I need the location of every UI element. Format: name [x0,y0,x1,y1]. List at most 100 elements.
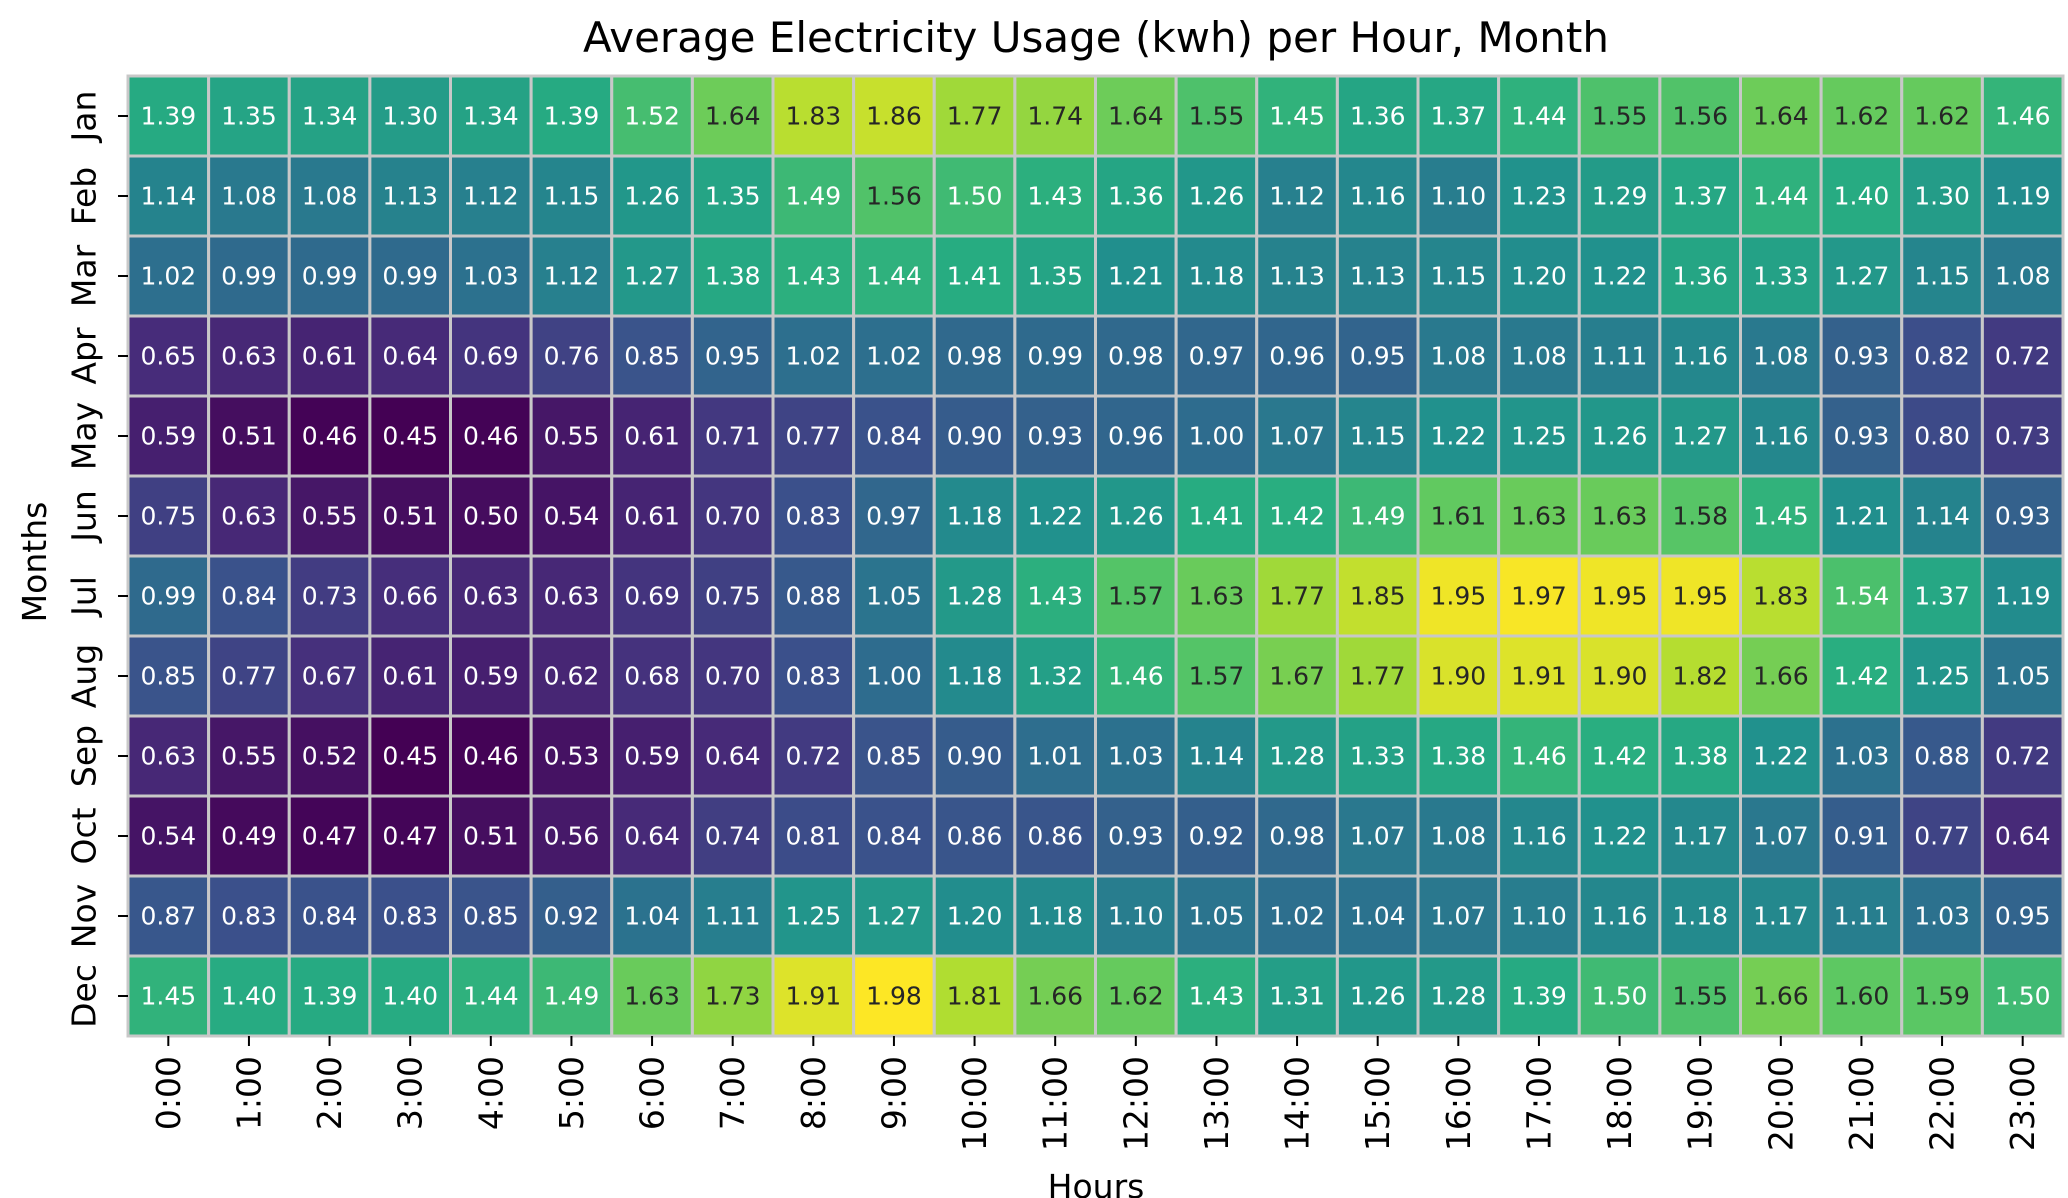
cell-value-label: 0.80 [1914,422,1970,451]
cell-value-label: 1.59 [1914,982,1970,1011]
cell-value-label: 1.56 [866,182,922,211]
cell-value-label: 1.27 [866,902,922,931]
heatmap-cell [1658,394,1742,478]
heatmap-cell [529,394,614,478]
cell-value-label: 1.03 [1834,742,1890,771]
cell-value-label: 0.98 [947,342,1003,371]
cell-value-label: 1.64 [705,102,761,131]
cell-value-label: 1.55 [1189,102,1245,131]
cell-value-label: 1.46 [1995,102,2051,131]
cell-value-label: 1.77 [1350,662,1406,691]
cell-value-label: 1.18 [947,502,1003,531]
cell-value-label: 0.49 [221,822,277,851]
heatmap-cell [207,714,291,798]
y-tick-label: Dec [65,964,104,1028]
cell-value-label: 1.74 [1027,102,1083,131]
heatmap-cell [852,74,936,158]
heatmap-cell [126,554,211,638]
cell-value-label: 0.69 [624,582,680,611]
cell-value-label: 1.13 [1350,262,1406,291]
cell-value-label: 1.11 [1834,902,1890,931]
heatmap-cell [1819,554,1904,638]
cell-value-label: 1.49 [1350,502,1406,531]
cell-value-label: 1.15 [544,182,600,211]
cell-value-label: 1.35 [1027,262,1083,291]
y-tick-label: Mar [65,244,104,307]
cell-value-label: 0.85 [463,902,519,931]
heatmap-cell [1174,954,1259,1038]
heatmap-cell [126,954,211,1038]
cell-value-label: 1.42 [1834,662,1890,691]
heatmap-cell [126,234,211,318]
cell-value-label: 0.68 [624,662,680,691]
cell-value-label: 1.55 [1672,982,1728,1011]
cell-value-label: 1.37 [1430,102,1486,131]
cell-value-label: 0.77 [221,662,277,691]
cell-value-label: 1.14 [1189,742,1245,771]
heatmap-cell [1980,714,2065,798]
x-tick-label: 5:00 [552,1056,591,1130]
cell-value-label: 0.87 [140,902,196,931]
cell-value-label: 1.77 [1269,582,1325,611]
heatmap-cell [368,554,452,638]
cell-value-label: 0.96 [1269,342,1325,371]
cell-value-label: 0.56 [544,822,600,851]
cell-value-label: 1.38 [1672,742,1728,771]
cell-value-label: 0.84 [302,902,358,931]
cell-value-label: 0.65 [140,342,196,371]
heatmap-cell [1497,154,1581,238]
cell-value-label: 0.83 [785,502,841,531]
heatmap-cell [1013,874,1097,958]
cell-value-label: 1.15 [1430,262,1486,291]
cell-value-label: 1.37 [1672,182,1728,211]
cell-value-label: 1.04 [1350,902,1406,931]
heatmap-cell [1335,554,1420,638]
cell-value-label: 1.44 [1753,182,1809,211]
cell-value-label: 1.05 [1995,662,2051,691]
cell-value-label: 0.72 [1995,742,2051,771]
heatmap-cell [1174,394,1259,478]
heatmap-cell [207,954,291,1038]
heatmap-cell [287,394,372,478]
heatmap-cell [1094,634,1178,718]
y-tick-label: Jul [65,576,104,618]
cell-value-label: 0.76 [544,342,600,371]
cell-value-label: 0.84 [221,582,277,611]
heatmap-cell [287,234,372,318]
cell-value-label: 1.58 [1672,502,1728,531]
cell-value-label: 0.72 [785,742,841,771]
heatmap-cell [1980,234,2065,318]
heatmap-cell [690,954,775,1038]
x-tick-label: 23:00 [2003,1056,2042,1151]
heatmap-cell [771,794,856,878]
heatmap-cell [1658,874,1742,958]
x-axis-ticks: 0:00 1:00 2:00 3:00 4:00 5:00 6:00 7:00 8:00 9:00… [149,1036,2042,1151]
heatmap-cell [1497,954,1581,1038]
heatmap-cell [1658,234,1742,318]
heatmap-cell [610,714,694,798]
heatmap-cell [1416,314,1501,398]
heatmap-cell [690,474,775,558]
cell-value-label: 0.90 [947,742,1003,771]
heatmap-cell [1335,394,1420,478]
cell-value-label: 0.96 [1108,422,1164,451]
y-tick-label: Nov [65,884,104,948]
heatmap-cell [1658,714,1742,798]
heatmap-cell [1819,74,1904,158]
cell-value-label: 1.39 [140,102,196,131]
cell-value-label: 1.16 [1672,342,1728,371]
y-tick-label: Jun [65,490,104,544]
cell-value-label: 1.28 [947,582,1003,611]
cell-value-label: 0.51 [463,822,519,851]
cell-value-label: 1.90 [1592,662,1648,691]
heatmap-cell [1658,954,1742,1038]
heatmap-cell [1497,794,1581,878]
heatmap-cell [287,794,372,878]
cell-value-label: 1.63 [1592,502,1648,531]
cell-value-label: 1.66 [1753,662,1809,691]
y-tick-label: Apr [65,327,104,385]
heatmap-cell [1900,74,1984,158]
heatmap-cell [771,314,856,398]
x-tick-label: 0:00 [149,1056,188,1130]
cell-value-label: 1.18 [1027,902,1083,931]
